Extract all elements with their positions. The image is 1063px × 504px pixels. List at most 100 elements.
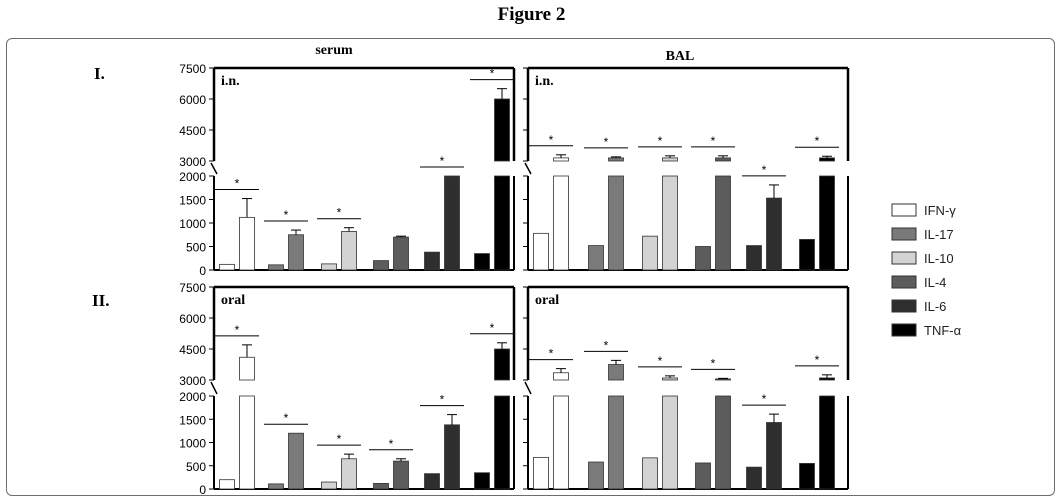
bar-control-0 — [533, 232, 549, 271]
bar-treated-upper-0 — [553, 372, 569, 381]
y-tick-label: 7500 — [179, 281, 206, 295]
significance-marker-1: * — [284, 411, 289, 425]
bar-control-1 — [268, 483, 284, 490]
bar-treated-5 — [819, 175, 835, 271]
legend-label-0: IFN-γ — [924, 203, 956, 218]
significance-marker-4: * — [440, 393, 445, 407]
bar-control-5 — [799, 463, 815, 490]
bar-treated-0 — [553, 175, 569, 271]
y-tick-label: 3000 — [179, 374, 206, 388]
significance-marker-3: * — [711, 134, 716, 148]
bar-control-2 — [321, 481, 337, 490]
significance-marker-2: * — [337, 432, 342, 446]
bar-treated-upper-0 — [239, 356, 255, 381]
legend-swatch-3 — [891, 275, 917, 289]
significance-marker-5: * — [815, 134, 820, 148]
bar-control-1 — [588, 245, 604, 271]
bar-control-5 — [474, 253, 490, 271]
bar-control-2 — [642, 235, 658, 271]
significance-marker-1: * — [284, 208, 289, 222]
significance-marker-1: * — [604, 135, 609, 149]
bar-treated-upper-1 — [608, 157, 624, 162]
bar-treated-4 — [766, 197, 782, 271]
bar-treated-upper-2 — [662, 377, 678, 381]
bar-control-5 — [474, 472, 490, 490]
bar-treated-4 — [444, 424, 460, 490]
bar-treated-upper-0 — [553, 157, 569, 162]
significance-marker-5: * — [490, 67, 495, 81]
legend-swatch-1 — [891, 227, 917, 241]
bar-treated-1 — [288, 234, 304, 271]
significance-marker-4: * — [762, 163, 767, 177]
legend-label-4: IL-6 — [924, 299, 946, 314]
figure-frame — [6, 38, 1055, 496]
column-header-serum: serum — [315, 43, 353, 58]
y-tick-label: 0 — [199, 264, 206, 278]
significance-marker-0: * — [549, 347, 554, 361]
y-tick-label: 500 — [186, 460, 206, 474]
bar-control-3 — [695, 462, 711, 490]
bar-control-2 — [321, 263, 337, 271]
y-tick-label: 2000 — [179, 170, 206, 184]
bar-treated-3 — [393, 236, 409, 271]
significance-marker-2: * — [658, 134, 663, 148]
y-tick-label: 1000 — [179, 217, 206, 231]
y-tick-label: 4500 — [179, 124, 206, 138]
bar-control-3 — [695, 246, 711, 271]
significance-marker-5: * — [815, 353, 820, 367]
y-tick-label: 2000 — [179, 390, 206, 404]
significance-marker-1: * — [604, 338, 609, 352]
bar-treated-2 — [341, 231, 357, 271]
row-label-i: I. — [94, 64, 105, 83]
bar-treated-upper-5 — [819, 377, 835, 381]
bar-treated-5 — [494, 395, 510, 490]
bar-treated-upper-3 — [715, 378, 731, 381]
significance-marker-4: * — [440, 154, 445, 168]
bar-treated-0 — [553, 395, 569, 490]
bar-treated-1 — [608, 395, 624, 490]
bar-control-1 — [588, 461, 604, 490]
y-tick-label: 1000 — [179, 437, 206, 451]
significance-marker-3: * — [389, 437, 394, 451]
bar-control-4 — [424, 473, 440, 490]
y-tick-label: 7500 — [179, 62, 206, 76]
y-tick-label: 500 — [186, 241, 206, 255]
bar-treated-4 — [444, 175, 460, 271]
legend-label-2: IL-10 — [924, 251, 954, 266]
bar-control-3 — [373, 260, 389, 271]
bar-treated-1 — [608, 175, 624, 271]
bar-treated-upper-2 — [662, 157, 678, 162]
significance-marker-5: * — [490, 321, 495, 335]
bar-treated-2 — [662, 395, 678, 490]
row-label-ii: II. — [92, 291, 109, 310]
y-tick-label: 6000 — [179, 93, 206, 107]
legend-swatch-4 — [891, 299, 917, 313]
bar-control-4 — [746, 466, 762, 490]
panel-serum-oral-route-label: oral — [221, 293, 245, 308]
bar-control-3 — [373, 483, 389, 490]
bar-treated-5 — [819, 395, 835, 490]
legend-label-1: IL-17 — [924, 227, 954, 242]
legend-swatch-5 — [891, 323, 917, 337]
legend-swatch-0 — [891, 203, 917, 217]
bar-control-0 — [219, 263, 235, 271]
panel-bal-in-route-label: i.n. — [535, 74, 554, 89]
panel-bal-oral-axis-break — [524, 381, 532, 395]
significance-marker-3: * — [711, 356, 716, 370]
bar-treated-3 — [393, 460, 409, 490]
column-header-bal: BAL — [666, 49, 695, 64]
y-tick-label: 1500 — [179, 413, 206, 427]
bar-control-1 — [268, 264, 284, 271]
significance-marker-0: * — [235, 177, 240, 191]
bar-treated-upper-5 — [819, 157, 835, 162]
bar-treated-upper-3 — [715, 157, 731, 162]
panel-serum-in-axis-break — [210, 162, 218, 175]
bar-control-0 — [219, 479, 235, 490]
bar-treated-3 — [715, 395, 731, 490]
bar-treated-upper-5 — [494, 348, 510, 381]
significance-marker-0: * — [549, 133, 554, 147]
y-tick-label: 6000 — [179, 312, 206, 326]
legend-label-5: TNF-α — [924, 323, 962, 338]
significance-marker-0: * — [235, 323, 240, 337]
